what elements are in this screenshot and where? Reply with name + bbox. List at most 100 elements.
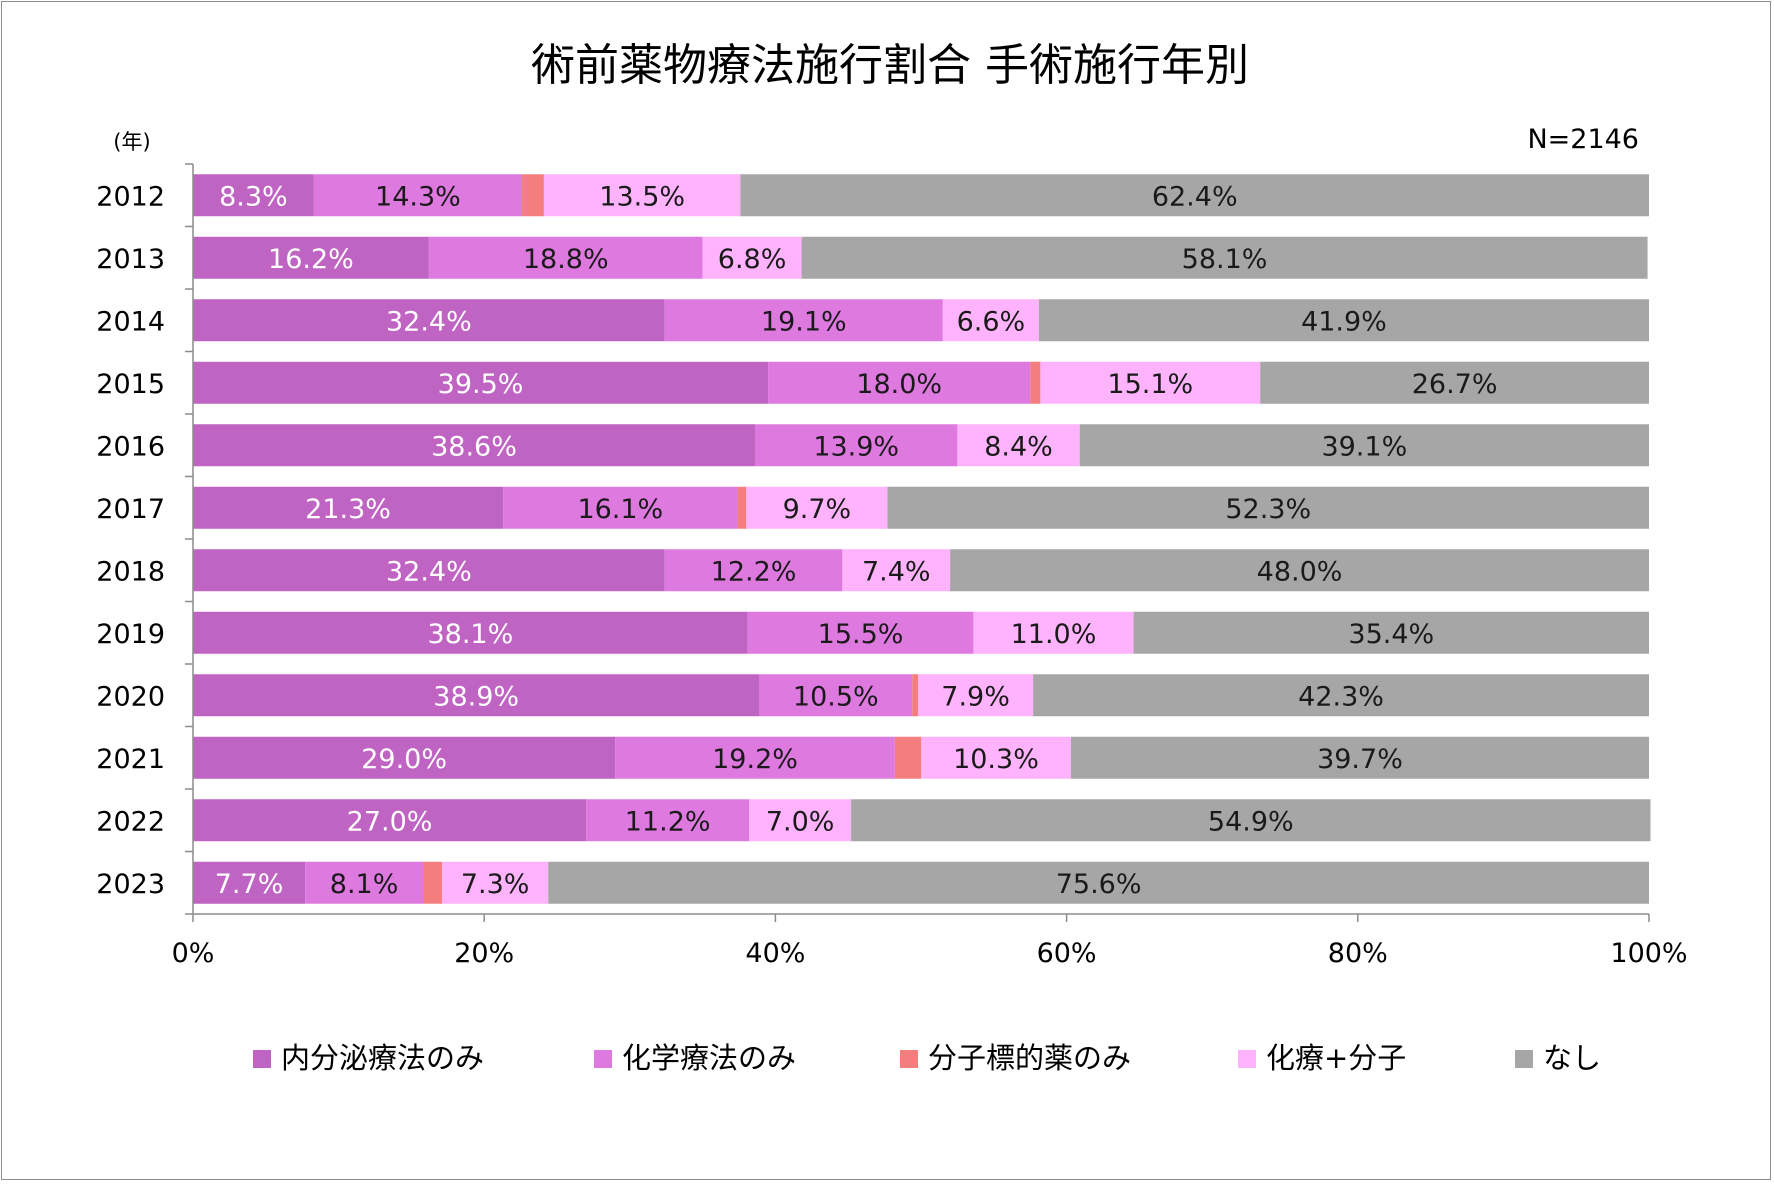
bar-segment bbox=[921, 736, 1071, 779]
bars-layer: 8.3% 14.3% 13.5% 62.4% 2012 16.2% 18.8% 6.8% 58.… bbox=[96, 174, 1651, 904]
data-label: 16.2% bbox=[268, 244, 354, 275]
y-tick-label: 2013 bbox=[96, 244, 165, 275]
bar-segment bbox=[193, 611, 748, 654]
bar-segment bbox=[193, 799, 587, 842]
y-tick-label: 2012 bbox=[96, 181, 165, 212]
data-label: 32.4% bbox=[386, 306, 472, 337]
bar-segment bbox=[801, 236, 1648, 279]
y-tick-label: 2023 bbox=[96, 869, 165, 900]
chart-title: 術前薬物療法施行割合 手術施行年別 bbox=[531, 40, 1249, 91]
bar-segment bbox=[193, 549, 665, 592]
legend-label: 化療+分子 bbox=[1266, 1041, 1406, 1075]
data-label: 6.6% bbox=[957, 306, 1026, 337]
data-label: 7.0% bbox=[766, 806, 835, 837]
bar-segment bbox=[768, 361, 1031, 404]
legend-label: 化学療法のみ bbox=[622, 1041, 796, 1075]
bar-segment bbox=[740, 174, 1649, 217]
bar-segment bbox=[1070, 736, 1649, 779]
data-label: 8.3% bbox=[219, 181, 288, 212]
data-label: 18.8% bbox=[523, 244, 609, 275]
bar-segment bbox=[755, 424, 958, 467]
legend-swatch bbox=[253, 1050, 271, 1068]
x-tick-label: 20% bbox=[454, 938, 514, 969]
legend-item: 化学療法のみ bbox=[594, 1041, 796, 1075]
bar-segment bbox=[193, 424, 756, 467]
data-label: 38.9% bbox=[433, 681, 519, 712]
data-label: 48.0% bbox=[1257, 556, 1343, 587]
data-label: 39.5% bbox=[438, 369, 524, 400]
data-label: 52.3% bbox=[1225, 494, 1311, 525]
bar-segment bbox=[749, 799, 852, 842]
legend-swatch bbox=[1238, 1050, 1256, 1068]
x-tick-label: 40% bbox=[745, 938, 805, 969]
bar-segment bbox=[313, 174, 523, 217]
sample-size-note: N=2146 bbox=[1527, 124, 1639, 155]
data-label: 7.3% bbox=[461, 869, 530, 900]
bar-row-2015: 39.5% 18.0% 15.1% 26.7% 2015 bbox=[96, 361, 1649, 404]
data-label: 8.4% bbox=[984, 431, 1053, 462]
bar-segment bbox=[746, 486, 888, 529]
data-label: 11.0% bbox=[1011, 619, 1097, 650]
legend-item: なし bbox=[1515, 1041, 1601, 1075]
bar-row-2023: 7.7% 8.1% 7.3% 75.6% 2023 bbox=[96, 861, 1650, 904]
bar-segment bbox=[1030, 361, 1041, 404]
bar-segment bbox=[193, 674, 760, 717]
y-tick-label: 2020 bbox=[96, 681, 165, 712]
data-label: 11.2% bbox=[625, 806, 711, 837]
y-tick-label: 2014 bbox=[96, 306, 165, 337]
bar-segment bbox=[193, 736, 616, 779]
legend-item: 化療+分子 bbox=[1238, 1041, 1406, 1075]
y-tick-label: 2016 bbox=[96, 431, 165, 462]
data-label: 8.1% bbox=[330, 869, 399, 900]
data-label: 32.4% bbox=[386, 556, 472, 587]
bar-segment bbox=[1033, 674, 1649, 717]
data-label: 62.4% bbox=[1152, 181, 1238, 212]
data-label: 42.3% bbox=[1298, 681, 1384, 712]
bar-segment bbox=[1079, 424, 1649, 467]
bar-segment bbox=[193, 861, 306, 904]
bar-row-2013: 16.2% 18.8% 6.8% 58.1% 2013 bbox=[96, 236, 1648, 279]
bar-segment bbox=[957, 424, 1080, 467]
data-label: 13.9% bbox=[813, 431, 899, 462]
data-label: 75.6% bbox=[1056, 869, 1142, 900]
data-label: 16.1% bbox=[577, 494, 663, 525]
bar-segment bbox=[912, 674, 919, 717]
data-label: 14.3% bbox=[375, 181, 461, 212]
x-tick-label: 80% bbox=[1328, 938, 1388, 969]
x-tick-label: 0% bbox=[172, 938, 215, 969]
bar-segment bbox=[759, 674, 913, 717]
bar-segment bbox=[503, 486, 738, 529]
bar-segment bbox=[1260, 361, 1649, 404]
data-label: 19.1% bbox=[761, 306, 847, 337]
bar-row-2020: 38.9% 10.5% 7.9% 42.3% 2020 bbox=[96, 674, 1649, 717]
data-label: 39.7% bbox=[1317, 744, 1403, 775]
bar-segment bbox=[548, 861, 1650, 904]
axes-layer: 0% 20% 40% 60% 80% 100% bbox=[172, 163, 1688, 969]
x-tick-label: 100% bbox=[1610, 938, 1687, 969]
data-label: 38.1% bbox=[427, 619, 513, 650]
x-tick-label: 60% bbox=[1037, 938, 1097, 969]
legend-item: 分子標的薬のみ bbox=[900, 1041, 1131, 1075]
y-tick-label: 2017 bbox=[96, 494, 165, 525]
data-label: 7.4% bbox=[862, 556, 931, 587]
data-label: 41.9% bbox=[1301, 306, 1387, 337]
legend-item: 内分泌療法のみ bbox=[253, 1041, 484, 1075]
bar-segment bbox=[1133, 611, 1649, 654]
bar-segment bbox=[737, 486, 747, 529]
y-tick-label: 2021 bbox=[96, 744, 165, 775]
bar-row-2022: 27.0% 11.2% 7.0% 54.9% 2022 bbox=[96, 799, 1651, 842]
bar-segment bbox=[918, 674, 1034, 717]
data-label: 26.7% bbox=[1412, 369, 1498, 400]
data-label: 21.3% bbox=[305, 494, 391, 525]
bar-segment bbox=[664, 299, 943, 342]
bar-segment bbox=[193, 361, 769, 404]
bar-segment bbox=[193, 236, 429, 279]
bar-row-2017: 21.3% 16.1% 9.7% 52.3% 2017 bbox=[96, 486, 1649, 529]
bar-segment bbox=[664, 549, 843, 592]
bar-segment bbox=[193, 174, 314, 217]
bar-segment bbox=[193, 486, 504, 529]
bar-row-2016: 38.6% 13.9% 8.4% 39.1% 2016 bbox=[96, 424, 1649, 467]
data-label: 7.9% bbox=[941, 681, 1010, 712]
bar-segment bbox=[543, 174, 741, 217]
y-axis-unit-label: (年) bbox=[113, 130, 150, 154]
